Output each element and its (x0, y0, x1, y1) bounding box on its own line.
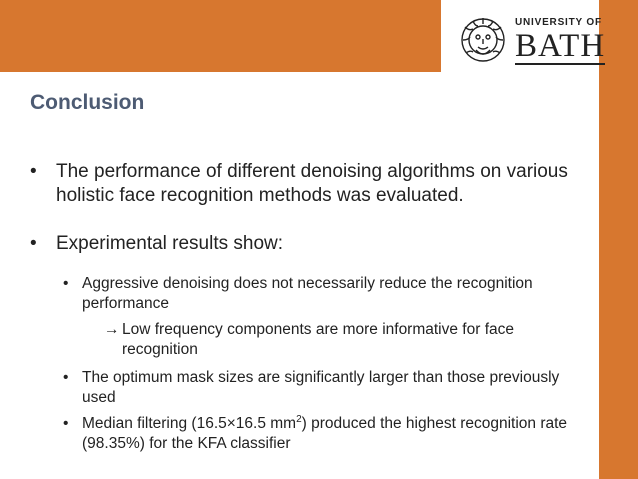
slide-title: Conclusion (30, 91, 145, 114)
median-text-pre: Median filtering (16.5×16.5 mm (82, 415, 297, 432)
arrow-right-icon: → (104, 321, 120, 338)
bullet-icon: • (63, 415, 69, 432)
sub-bullet-text: Median filtering (16.5×16.5 mm2) produce… (82, 414, 572, 453)
median-text-post: ) produced the highest recognition rate … (82, 415, 568, 452)
sub-bullet-text: Aggressive denoising does not necessaril… (82, 275, 533, 312)
gorgon-head-icon (461, 18, 505, 62)
bullet-text: Experimental results show: (56, 233, 284, 254)
bullet-icon: • (30, 233, 37, 254)
bullet-text: The performance of different denoising a… (56, 161, 568, 206)
bullet-icon: • (63, 275, 69, 292)
logo-bath-text: BATH (515, 28, 606, 65)
bullet-icon: • (63, 369, 69, 386)
bullet-icon: • (30, 161, 37, 182)
note-line: → Low frequency components are more infor… (100, 320, 592, 359)
logo-university-of-text: UNIVERSITY OF (515, 17, 602, 28)
sub-bullet-text: The optimum mask sizes are significantly… (82, 369, 560, 406)
right-accent-bar (599, 72, 638, 479)
superscript-two: 2 (296, 413, 302, 425)
note-text: Low frequency components are more inform… (122, 321, 514, 358)
university-logo (441, 0, 599, 72)
